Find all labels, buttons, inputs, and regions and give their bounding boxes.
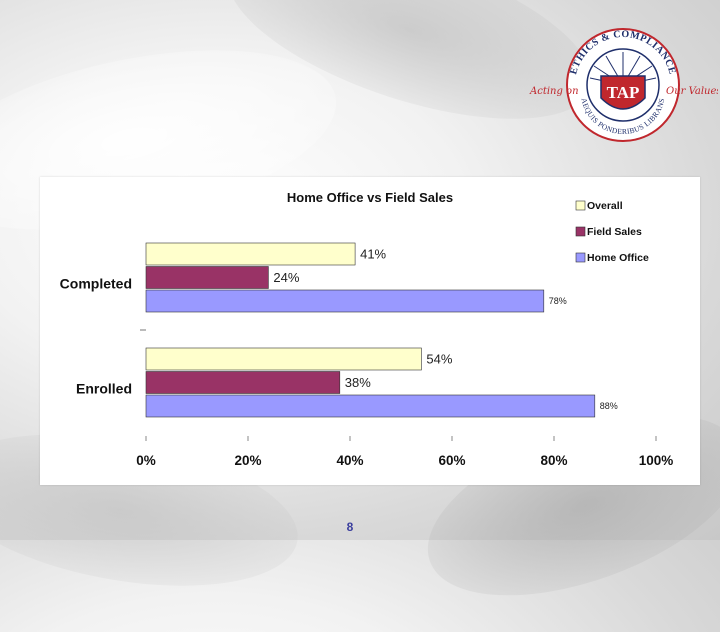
- data-label: 88%: [600, 401, 618, 411]
- shield-icon: [600, 75, 646, 110]
- logo-right-script: Our Values: [666, 86, 718, 97]
- bar-chart: Home Office vs Field Sales Overall Field …: [60, 190, 674, 468]
- bar-completed-field-sales: [145, 266, 269, 289]
- bar-enrolled-overall: [145, 347, 422, 371]
- chart-title: Home Office vs Field Sales: [287, 190, 453, 205]
- x-tick-label: 0%: [136, 453, 156, 468]
- x-tick-label: 80%: [540, 453, 567, 468]
- category-label: Enrolled: [76, 380, 132, 396]
- bar-enrolled-field-sales: [145, 371, 341, 394]
- data-label: 54%: [426, 352, 452, 367]
- legend-swatch: [575, 252, 586, 263]
- data-label: 24%: [273, 270, 299, 285]
- page-number: 8: [346, 520, 354, 534]
- legend-label: Field Sales: [587, 226, 642, 238]
- chart-bars: 41% 24% 78% 54% 38% 88%: [145, 242, 618, 418]
- x-tick-label: 100%: [639, 453, 674, 468]
- bar-completed-overall: [145, 242, 356, 266]
- chart-legend: Overall Field Sales Home Office: [575, 200, 649, 264]
- chart-panel: Home Office vs Field Sales Overall Field …: [40, 177, 700, 485]
- x-tick-label: 60%: [438, 453, 465, 468]
- logo-monogram: TAP: [607, 83, 640, 102]
- legend-label: Overall: [587, 200, 623, 212]
- data-label: 38%: [345, 375, 371, 390]
- x-tick-label: 40%: [336, 453, 363, 468]
- data-label: 78%: [549, 296, 567, 306]
- x-axis: Completed Enrolled 0% 20% 40% 60% 80% 100%: [60, 275, 674, 468]
- x-tick-label: 20%: [234, 453, 261, 468]
- legend-swatch: [575, 200, 586, 211]
- data-label: 41%: [360, 247, 386, 262]
- legend-label: Home Office: [587, 252, 649, 264]
- category-label: Completed: [60, 275, 132, 291]
- bar-enrolled-home-office: [145, 394, 596, 418]
- legend-swatch: [575, 226, 586, 237]
- bar-completed-home-office: [145, 289, 545, 313]
- ethics-compliance-logo: TAP ETHICS & COMPLIANCE AEQUIS PONDERIBU…: [529, 28, 718, 142]
- logo-left-script: Acting on: [529, 86, 579, 97]
